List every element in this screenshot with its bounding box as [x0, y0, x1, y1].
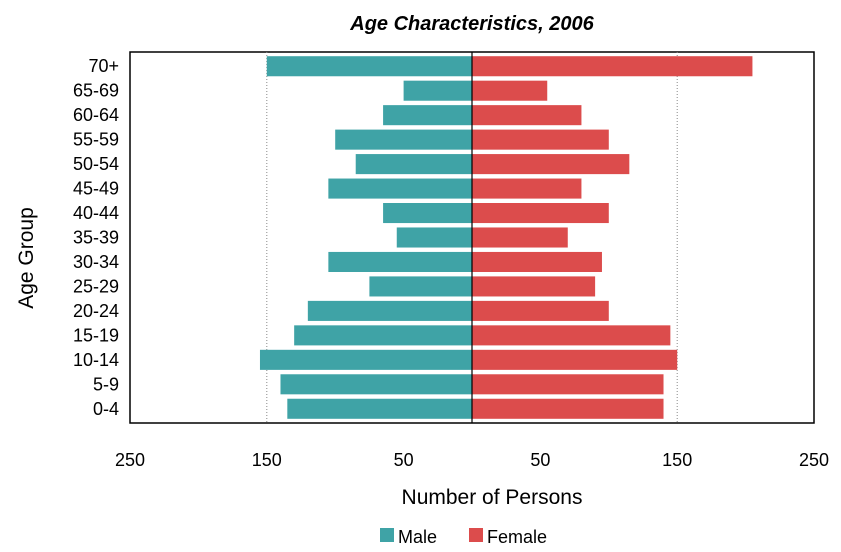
y-tick-label: 0-4	[93, 399, 119, 419]
bar-female-40-44	[472, 203, 609, 224]
bar-male-60-64	[383, 105, 472, 126]
bar-male-35-39	[396, 227, 472, 248]
legend-label-male: Male	[398, 527, 437, 547]
x-axis-title: Number of Persons	[402, 486, 583, 509]
y-tick-label: 45-49	[73, 179, 119, 199]
bar-female-55-59	[472, 129, 609, 150]
x-tick-label: 250	[115, 450, 145, 470]
x-tick-label: 250	[799, 450, 829, 470]
y-tick-label: 15-19	[73, 325, 119, 345]
bar-male-40-44	[383, 203, 472, 224]
bar-female-30-34	[472, 251, 602, 272]
bar-male-70+	[266, 56, 472, 77]
bar-female-5-9	[472, 374, 664, 395]
y-tick-labels: 0-4 5-9 10-14 15-19 20-24 25-29 30-34 35-39 40-4…	[73, 56, 119, 419]
bar-female-35-39	[472, 227, 568, 248]
y-tick-label: 20-24	[73, 301, 119, 321]
bar-female-50-54	[472, 154, 630, 175]
x-tick-label: 150	[662, 450, 692, 470]
y-tick-label: 50-54	[73, 154, 119, 174]
legend-swatch-female	[469, 528, 483, 542]
y-tick-label: 70+	[88, 56, 119, 76]
bar-male-0-4	[287, 398, 472, 419]
legend-label-female: Female	[487, 527, 547, 547]
y-axis-title: Age Group	[15, 207, 38, 309]
bar-male-45-49	[328, 178, 472, 199]
y-tick-label: 5-9	[93, 374, 119, 394]
y-tick-label: 25-29	[73, 276, 119, 296]
bar-male-30-34	[328, 251, 472, 272]
bar-male-55-59	[335, 129, 472, 150]
legend: Male Female	[380, 527, 547, 547]
bar-male-20-24	[307, 300, 472, 321]
x-tick-label: 50	[530, 450, 550, 470]
bar-female-25-29	[472, 276, 596, 297]
bar-male-25-29	[369, 276, 472, 297]
y-tick-label: 10-14	[73, 350, 119, 370]
y-tick-label: 40-44	[73, 203, 119, 223]
bar-female-70+	[472, 56, 753, 77]
y-tick-label: 65-69	[73, 81, 119, 101]
bar-male-10-14	[259, 349, 472, 370]
bar-female-60-64	[472, 105, 582, 126]
x-tick-labels: 250 150 50 50 150 250	[115, 450, 829, 470]
bar-female-0-4	[472, 398, 664, 419]
y-tick-label: 55-59	[73, 130, 119, 150]
legend-swatch-male	[380, 528, 394, 542]
bar-male-15-19	[294, 325, 472, 346]
chart-title: Age Characteristics, 2006	[349, 13, 594, 35]
y-tick-label: 60-64	[73, 105, 119, 125]
y-tick-label: 35-39	[73, 228, 119, 248]
x-tick-label: 50	[394, 450, 414, 470]
bar-female-65-69	[472, 80, 548, 101]
y-tick-label: 30-34	[73, 252, 119, 272]
bars	[259, 56, 753, 419]
bar-male-50-54	[355, 154, 472, 175]
bar-male-65-69	[403, 80, 472, 101]
bar-female-20-24	[472, 300, 609, 321]
x-tick-label: 150	[252, 450, 282, 470]
bar-female-45-49	[472, 178, 582, 199]
bar-female-15-19	[472, 325, 671, 346]
bar-male-5-9	[280, 374, 472, 395]
bar-female-10-14	[472, 349, 678, 370]
